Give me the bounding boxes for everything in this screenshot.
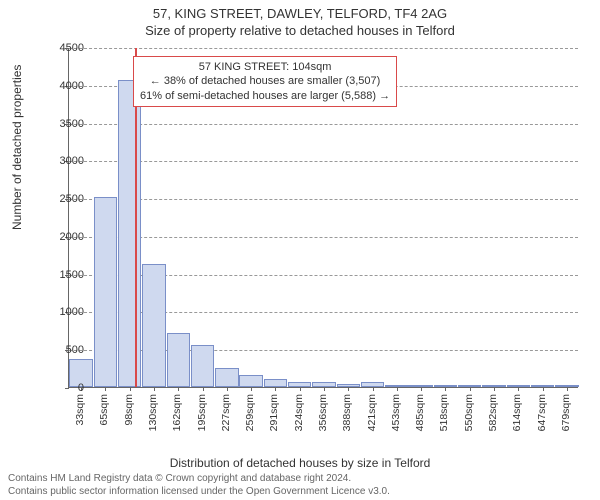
xtick-label: 485sqm — [414, 394, 426, 431]
ytick-label: 2500 — [44, 193, 84, 205]
chart-title-line1: 57, KING STREET, DAWLEY, TELFORD, TF4 2A… — [0, 6, 600, 21]
histogram-bar — [215, 368, 238, 387]
callout-line: 61% of semi-detached houses are larger (… — [140, 89, 390, 103]
marker-callout: 57 KING STREET: 104sqm← 38% of detached … — [133, 56, 397, 107]
xtick-label: 259sqm — [244, 394, 256, 431]
xtick-label: 453sqm — [390, 394, 402, 431]
xtick-label: 291sqm — [268, 394, 280, 431]
xtick-label: 356sqm — [317, 394, 329, 431]
chart-title-line2: Size of property relative to detached ho… — [0, 23, 600, 38]
xtick-mark — [130, 387, 131, 391]
histogram-bar — [94, 197, 117, 387]
ytick-label: 3500 — [44, 118, 84, 130]
ytick-label: 500 — [44, 344, 84, 356]
histogram-bar — [118, 80, 141, 387]
gridline — [69, 161, 578, 162]
histogram-bar — [142, 264, 165, 387]
chart-area: 57 KING STREET: 104sqm← 38% of detached … — [68, 48, 578, 418]
ytick-label: 0 — [44, 382, 84, 394]
xtick-label: 550sqm — [463, 394, 475, 431]
xtick-mark — [275, 387, 276, 391]
gridline — [69, 237, 578, 238]
xtick-label: 679sqm — [560, 394, 572, 431]
histogram-bar — [167, 333, 190, 387]
xtick-mark — [494, 387, 495, 391]
xtick-label: 195sqm — [196, 394, 208, 431]
xtick-mark — [567, 387, 568, 391]
xtick-label: 162sqm — [171, 394, 183, 431]
footer-line1: Contains HM Land Registry data © Crown c… — [8, 473, 390, 486]
xtick-mark — [300, 387, 301, 391]
xtick-mark — [178, 387, 179, 391]
xtick-label: 388sqm — [341, 394, 353, 431]
xtick-label: 421sqm — [366, 394, 378, 431]
histogram-bar — [264, 379, 287, 387]
ytick-label: 2000 — [44, 231, 84, 243]
ytick-label: 1500 — [44, 269, 84, 281]
ytick-label: 4000 — [44, 80, 84, 92]
xtick-mark — [445, 387, 446, 391]
histogram-bar — [191, 345, 214, 387]
footer-line2: Contains public sector information licen… — [8, 486, 390, 499]
xtick-mark — [518, 387, 519, 391]
xtick-mark — [227, 387, 228, 391]
ytick-label: 4500 — [44, 42, 84, 54]
xtick-label: 614sqm — [511, 394, 523, 431]
histogram-bar — [239, 375, 262, 387]
xtick-mark — [348, 387, 349, 391]
chart-title-block: 57, KING STREET, DAWLEY, TELFORD, TF4 2A… — [0, 0, 600, 38]
callout-line: 57 KING STREET: 104sqm — [140, 60, 390, 74]
xtick-label: 647sqm — [536, 394, 548, 431]
y-axis-title: Number of detached properties — [10, 65, 24, 230]
xtick-mark — [543, 387, 544, 391]
xtick-label: 324sqm — [293, 394, 305, 431]
xtick-label: 518sqm — [438, 394, 450, 431]
xtick-label: 227sqm — [220, 394, 232, 431]
gridline — [69, 48, 578, 49]
xtick-mark — [324, 387, 325, 391]
x-axis-title: Distribution of detached houses by size … — [0, 456, 600, 470]
xtick-label: 65sqm — [98, 394, 110, 426]
xtick-mark — [373, 387, 374, 391]
ytick-label: 3000 — [44, 155, 84, 167]
xtick-label: 130sqm — [147, 394, 159, 431]
xtick-label: 98sqm — [123, 394, 135, 426]
xtick-label: 582sqm — [487, 394, 499, 431]
xtick-mark — [421, 387, 422, 391]
xtick-mark — [105, 387, 106, 391]
plot-region: 57 KING STREET: 104sqm← 38% of detached … — [68, 48, 578, 388]
xtick-mark — [154, 387, 155, 391]
xtick-mark — [251, 387, 252, 391]
callout-line: ← 38% of detached houses are smaller (3,… — [140, 74, 390, 88]
ytick-label: 1000 — [44, 306, 84, 318]
xtick-mark — [470, 387, 471, 391]
xtick-label: 33sqm — [74, 394, 86, 426]
xtick-mark — [397, 387, 398, 391]
xtick-mark — [203, 387, 204, 391]
footer-attribution: Contains HM Land Registry data © Crown c… — [8, 473, 390, 498]
gridline — [69, 124, 578, 125]
gridline — [69, 199, 578, 200]
